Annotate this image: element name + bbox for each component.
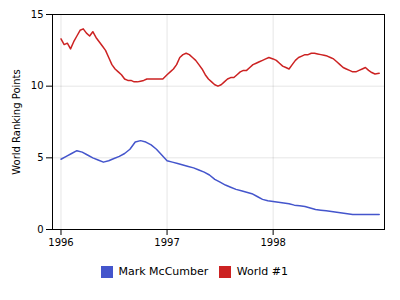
svg-text:1996: 1996 (48, 237, 73, 248)
svg-text:10: 10 (31, 80, 44, 91)
html-text:World #1: World #1 (236, 265, 288, 278)
svg-text:5: 5 (37, 152, 43, 163)
svg-text:World Ranking Points: World Ranking Points (11, 69, 22, 175)
svg-text:1997: 1997 (154, 237, 179, 248)
svg-text:1998: 1998 (260, 237, 285, 248)
svg-text:0: 0 (37, 224, 43, 235)
html-text:Mark McCumber: Mark McCumber (118, 265, 209, 278)
svg-text:15: 15 (31, 9, 44, 20)
